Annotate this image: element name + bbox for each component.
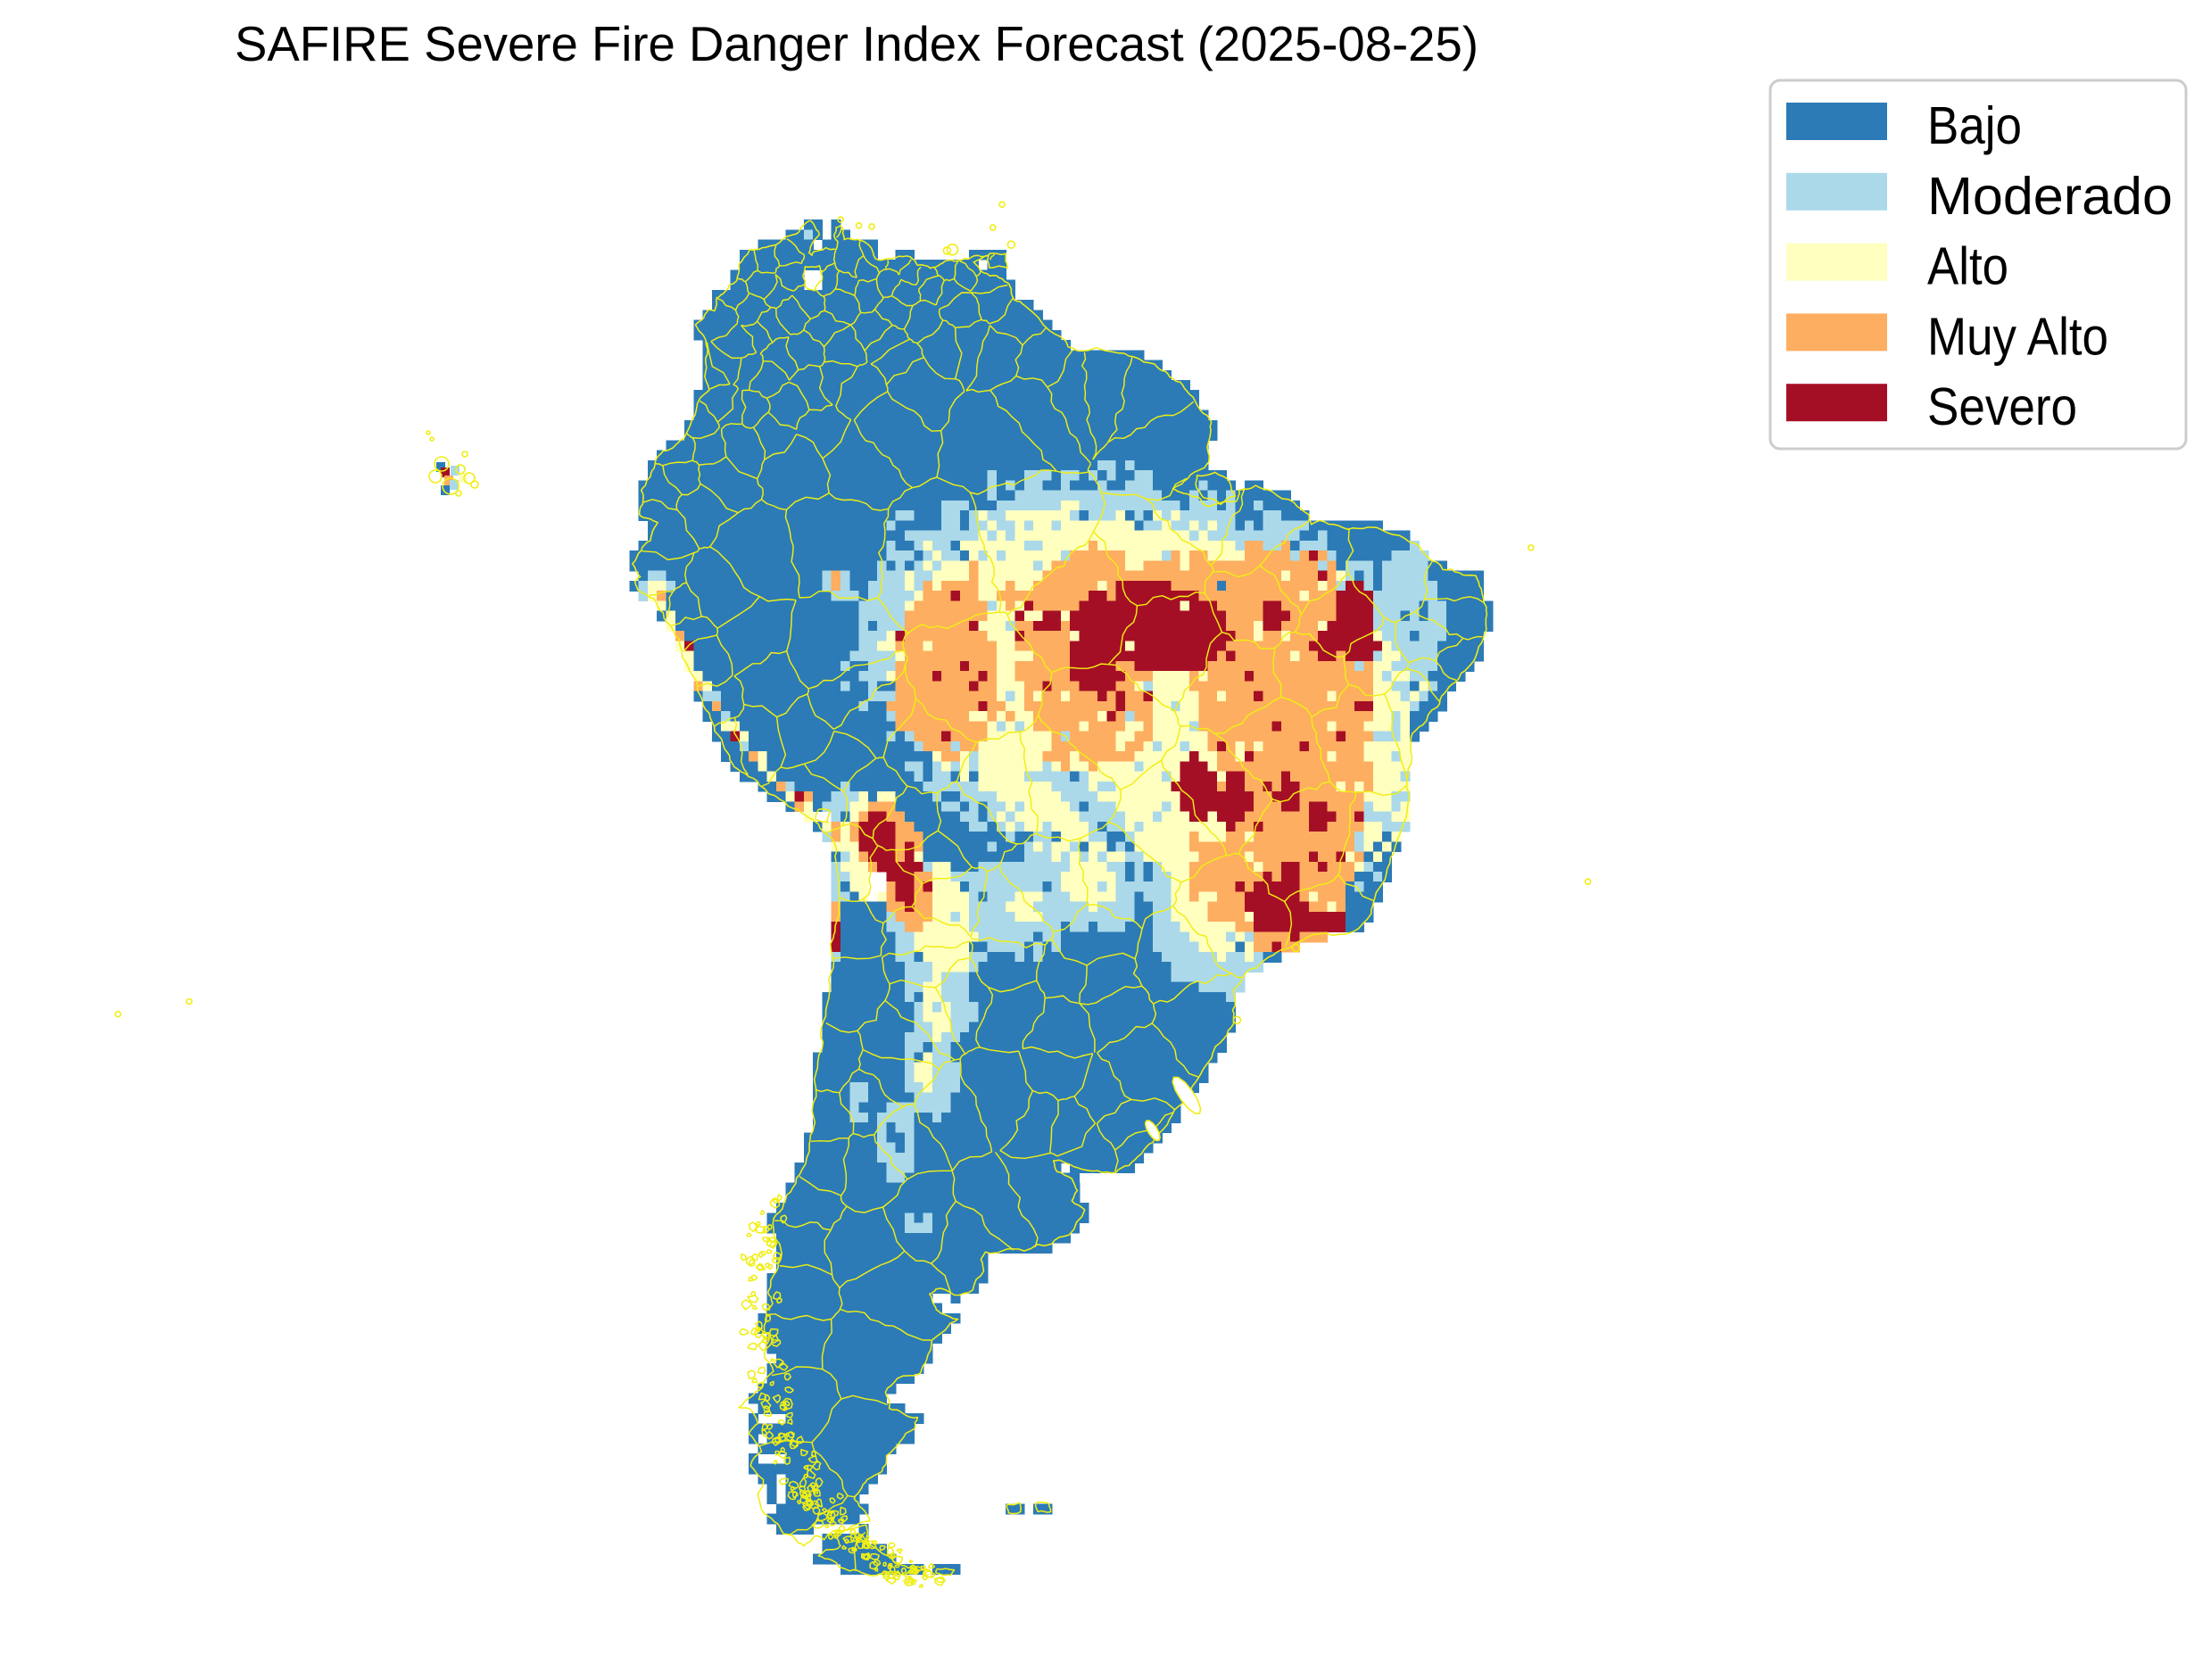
svg-text:Severo: Severo [1927,377,2077,436]
svg-text:Alto: Alto [1927,237,2008,296]
svg-text:Bajo: Bajo [1927,96,2022,155]
svg-text:Muy Alto: Muy Alto [1927,307,2108,366]
svg-text:SAFIRE Severe Fire Danger Inde: SAFIRE Severe Fire Danger Index Forecast… [235,17,1478,71]
svg-text:Moderado: Moderado [1927,167,2173,226]
